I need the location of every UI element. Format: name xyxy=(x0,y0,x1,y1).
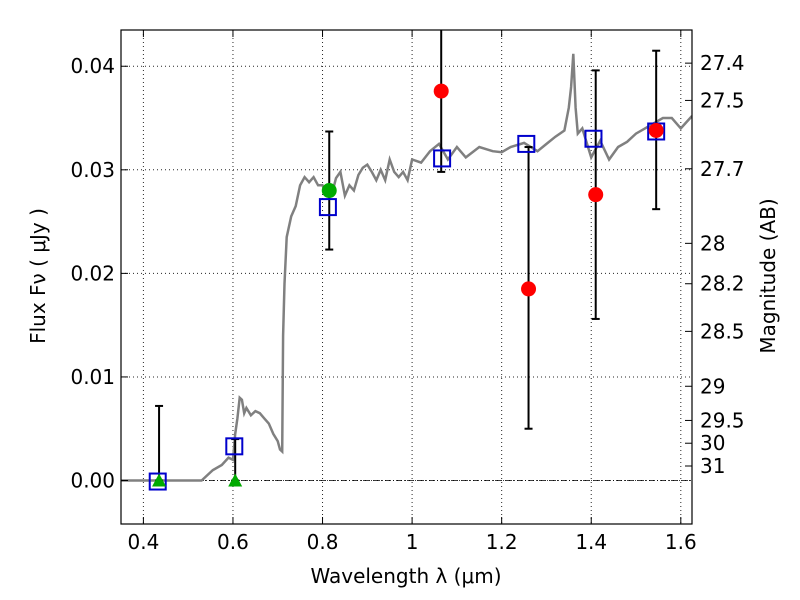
model-photometry-square xyxy=(433,149,452,168)
x-tick-label: 0.4 xyxy=(127,530,159,554)
plot-frame xyxy=(120,29,693,525)
observed-flux-point xyxy=(588,187,604,203)
model-photometry-square xyxy=(225,437,244,456)
grid-lines xyxy=(121,30,692,524)
model-photometry-square xyxy=(584,129,603,148)
y-tick-label: 0.02 xyxy=(70,261,115,285)
magnitude-tick-label: 27.7 xyxy=(700,157,745,181)
magnitude-tick-label: 28 xyxy=(700,231,725,255)
observed-flux-point-green xyxy=(321,183,337,199)
upper-limit-triangle xyxy=(152,473,167,487)
model-photometry-square xyxy=(318,198,337,217)
magnitude-tick-label: 28.2 xyxy=(700,272,745,296)
y-tick-label: 0.03 xyxy=(70,158,115,182)
axis-ticks: 0.4 0.6 0.8 1 1.2 1.4 1.6 0.00 0.01 0.02 0.03 0.04 2… xyxy=(70,30,745,554)
observed-flux-point xyxy=(521,281,537,297)
model-photometry-square xyxy=(148,472,167,491)
data-series xyxy=(121,30,692,491)
model-spectrum-line xyxy=(121,53,692,482)
x-tick-label: 0.6 xyxy=(217,530,249,554)
observed-flux-point xyxy=(433,83,449,99)
x-tick-label: 0.8 xyxy=(307,530,339,554)
upper-limit-errorbar xyxy=(155,404,164,482)
y-tick-label: 0.04 xyxy=(70,54,115,78)
upper-limit-triangle xyxy=(228,473,243,487)
x-tick-label: 1.2 xyxy=(486,530,518,554)
magnitude-tick-label: 27.5 xyxy=(700,88,745,112)
x-tick-label: 1 xyxy=(406,530,419,554)
magnitude-tick-label: 28.5 xyxy=(700,319,745,343)
magnitude-tick-label: 30 xyxy=(700,431,725,455)
right-axis-label: Magnitude (AB) xyxy=(756,198,780,353)
y-tick-label: 0.01 xyxy=(70,365,115,389)
x-axis-label: Wavelength λ (μm) xyxy=(310,564,501,588)
x-tick-label: 1.4 xyxy=(575,530,607,554)
observed-flux-point xyxy=(648,122,664,138)
y-tick-label: 0.00 xyxy=(70,469,115,493)
magnitude-tick-label: 27.4 xyxy=(700,51,745,75)
y-axis-label: Flux Fν ( μJy ) xyxy=(26,208,50,344)
model-photometry-square xyxy=(517,134,536,153)
x-tick-label: 1.6 xyxy=(665,530,697,554)
magnitude-tick-label: 29 xyxy=(700,374,725,398)
magnitude-tick-label: 29.5 xyxy=(700,408,745,432)
magnitude-tick-label: 31 xyxy=(700,454,725,478)
